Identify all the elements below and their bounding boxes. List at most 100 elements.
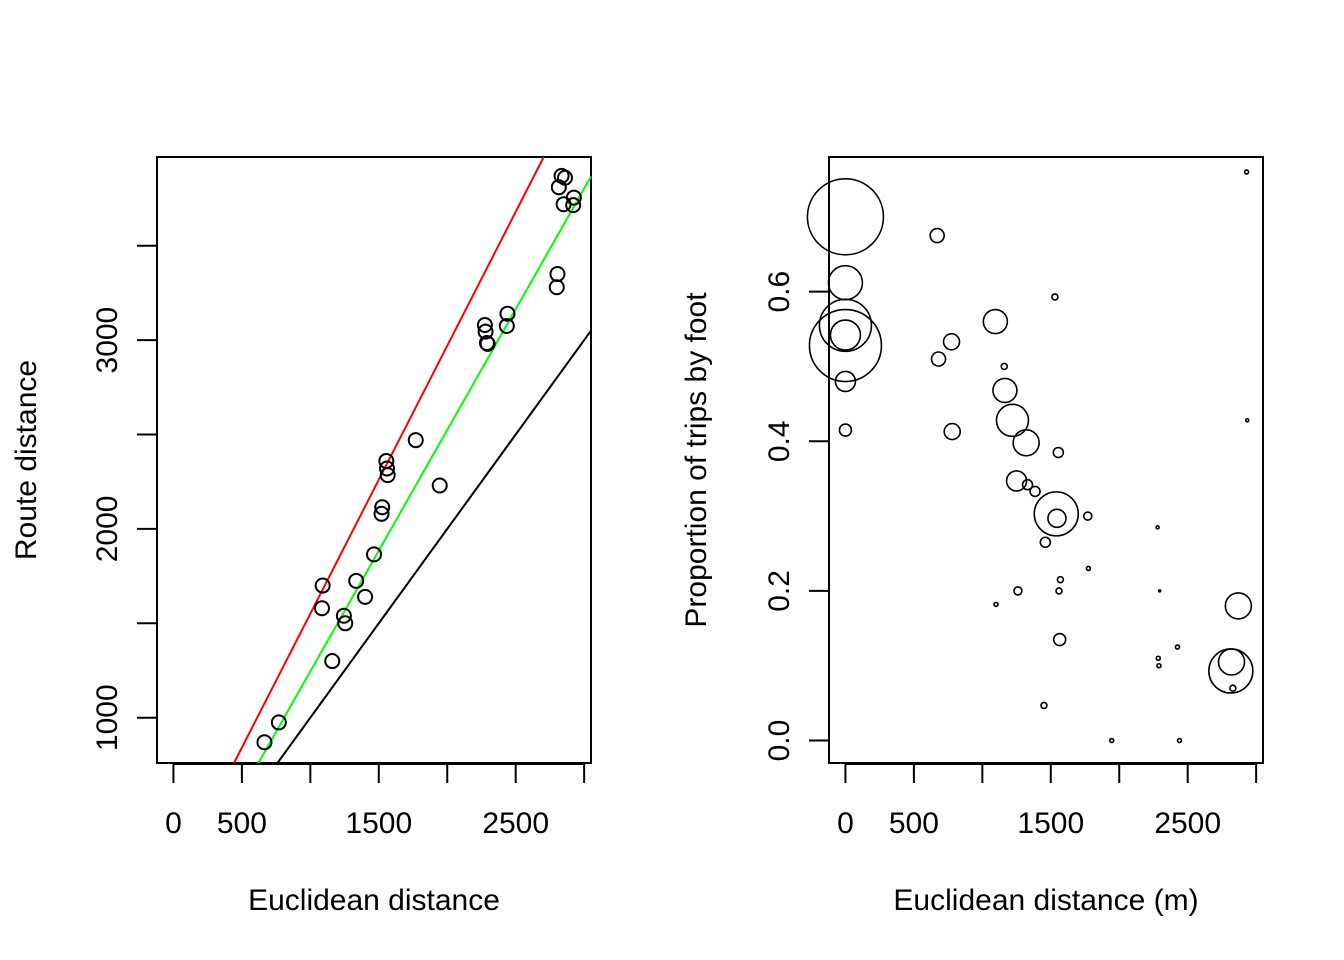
bubble-point xyxy=(1055,587,1063,595)
bubble-point xyxy=(1051,293,1059,301)
x-tick-label: 0 xyxy=(165,807,182,840)
route-vs-euclidean-plot: 0 500 1500 2500 1000 2000 3000 Euclidean dist… xyxy=(10,156,592,917)
bubble-point xyxy=(1052,632,1067,647)
bubble-point xyxy=(1155,655,1162,662)
data-point xyxy=(431,477,448,494)
bubble-point xyxy=(1085,565,1092,572)
bubble-point xyxy=(1021,478,1034,491)
y-tick-label: 0.2 xyxy=(763,570,796,612)
data-point xyxy=(565,189,582,206)
x-axis-ticks: 0 500 1500 2500 xyxy=(165,763,586,840)
bubble-point xyxy=(838,423,853,437)
y-tick-label: 0.6 xyxy=(763,271,796,313)
y-axis-ticks: 0.0 0.2 0.4 0.6 xyxy=(763,271,830,761)
green-reference-line xyxy=(257,175,592,764)
bubble-point xyxy=(943,422,962,441)
bubble-point xyxy=(1174,644,1181,650)
bubble-point xyxy=(1224,592,1253,620)
bubble-point xyxy=(992,377,1018,404)
bubble-point xyxy=(1243,169,1250,175)
plot-frame-left xyxy=(156,156,592,764)
bubble-point xyxy=(818,298,873,353)
y-tick-label: 3000 xyxy=(91,307,124,374)
bubble-point xyxy=(1082,511,1093,521)
x-axis-label-right: Euclidean distance (m) xyxy=(893,884,1198,917)
x-axis-label-left: Euclidean distance xyxy=(248,884,500,917)
y-axis-ticks: 1000 2000 3000 xyxy=(91,244,158,751)
bubble-point xyxy=(1155,525,1160,530)
bubble-point xyxy=(1029,485,1041,498)
y-tick-label: 2000 xyxy=(91,496,124,563)
bubble-point xyxy=(1013,586,1023,596)
data-point xyxy=(357,588,374,605)
bubble-point xyxy=(829,319,862,351)
data-point xyxy=(407,432,424,449)
bubble-point xyxy=(942,332,961,351)
bubble-point xyxy=(995,403,1030,438)
x-tick-label: 1500 xyxy=(345,807,412,840)
bubble-point xyxy=(1244,418,1250,423)
data-point xyxy=(379,460,396,477)
bubble-point xyxy=(1033,491,1080,537)
x-axis-ticks: 0 500 1500 2500 xyxy=(837,763,1258,840)
proportion-foot-plot: 0 500 1500 2500 0.0 0.2 0.4 0.6 Euclidean dist… xyxy=(680,156,1264,917)
bubble-point xyxy=(1157,589,1162,593)
bubble-point xyxy=(930,351,947,367)
plot-frame-right xyxy=(828,156,1264,764)
data-point xyxy=(477,323,494,340)
bubble-point xyxy=(1176,737,1183,744)
bubble-point xyxy=(1217,648,1246,676)
x-tick-label: 500 xyxy=(217,807,267,840)
reference-lines xyxy=(233,156,592,764)
red-reference-line xyxy=(233,156,545,764)
bubble-points xyxy=(806,169,1254,744)
x-tick-label: 500 xyxy=(889,807,939,840)
y-axis-label-right: Proportion of trips by foot xyxy=(680,292,713,628)
data-point xyxy=(565,197,582,214)
data-point xyxy=(313,600,330,617)
data-point xyxy=(314,577,331,594)
bubble-point xyxy=(808,308,883,383)
y-tick-label: 1000 xyxy=(91,684,124,751)
bubble-point xyxy=(1040,701,1048,710)
y-axis-label-left: Route distance xyxy=(10,360,43,560)
data-point xyxy=(337,615,354,632)
data-point xyxy=(324,653,341,670)
y-tick-label: 0.4 xyxy=(763,420,796,462)
bubble-point xyxy=(929,227,945,244)
x-tick-label: 2500 xyxy=(482,807,549,840)
bubble-point xyxy=(1012,428,1040,457)
bubble-point xyxy=(982,308,1009,335)
bubble-point xyxy=(1005,470,1028,492)
bubble-point xyxy=(827,264,864,301)
data-point xyxy=(498,317,515,334)
data-point xyxy=(499,305,516,322)
bubble-point xyxy=(1056,575,1065,584)
data-point xyxy=(556,169,573,186)
data-point xyxy=(270,714,287,731)
data-point xyxy=(479,335,496,352)
bubble-point xyxy=(1039,536,1052,549)
data-point xyxy=(348,572,365,589)
bubble-point xyxy=(1156,662,1162,669)
data-point xyxy=(476,317,493,334)
data-point xyxy=(256,734,273,751)
x-tick-label: 1500 xyxy=(1017,807,1084,840)
x-tick-label: 2500 xyxy=(1154,807,1221,840)
data-point xyxy=(549,266,566,283)
data-points xyxy=(256,167,582,751)
data-point xyxy=(335,607,352,624)
data-point xyxy=(379,467,396,484)
bubble-point xyxy=(993,601,999,608)
data-point xyxy=(366,546,382,563)
bubble-point xyxy=(1047,508,1067,529)
bubble-point xyxy=(1052,446,1065,459)
bubble-point xyxy=(834,370,857,393)
black-reference-line xyxy=(276,330,592,764)
bubble-point xyxy=(1000,362,1009,371)
x-tick-label: 0 xyxy=(837,807,854,840)
data-point xyxy=(373,505,390,522)
bubble-point xyxy=(806,178,885,256)
bubble-point xyxy=(1229,684,1237,692)
